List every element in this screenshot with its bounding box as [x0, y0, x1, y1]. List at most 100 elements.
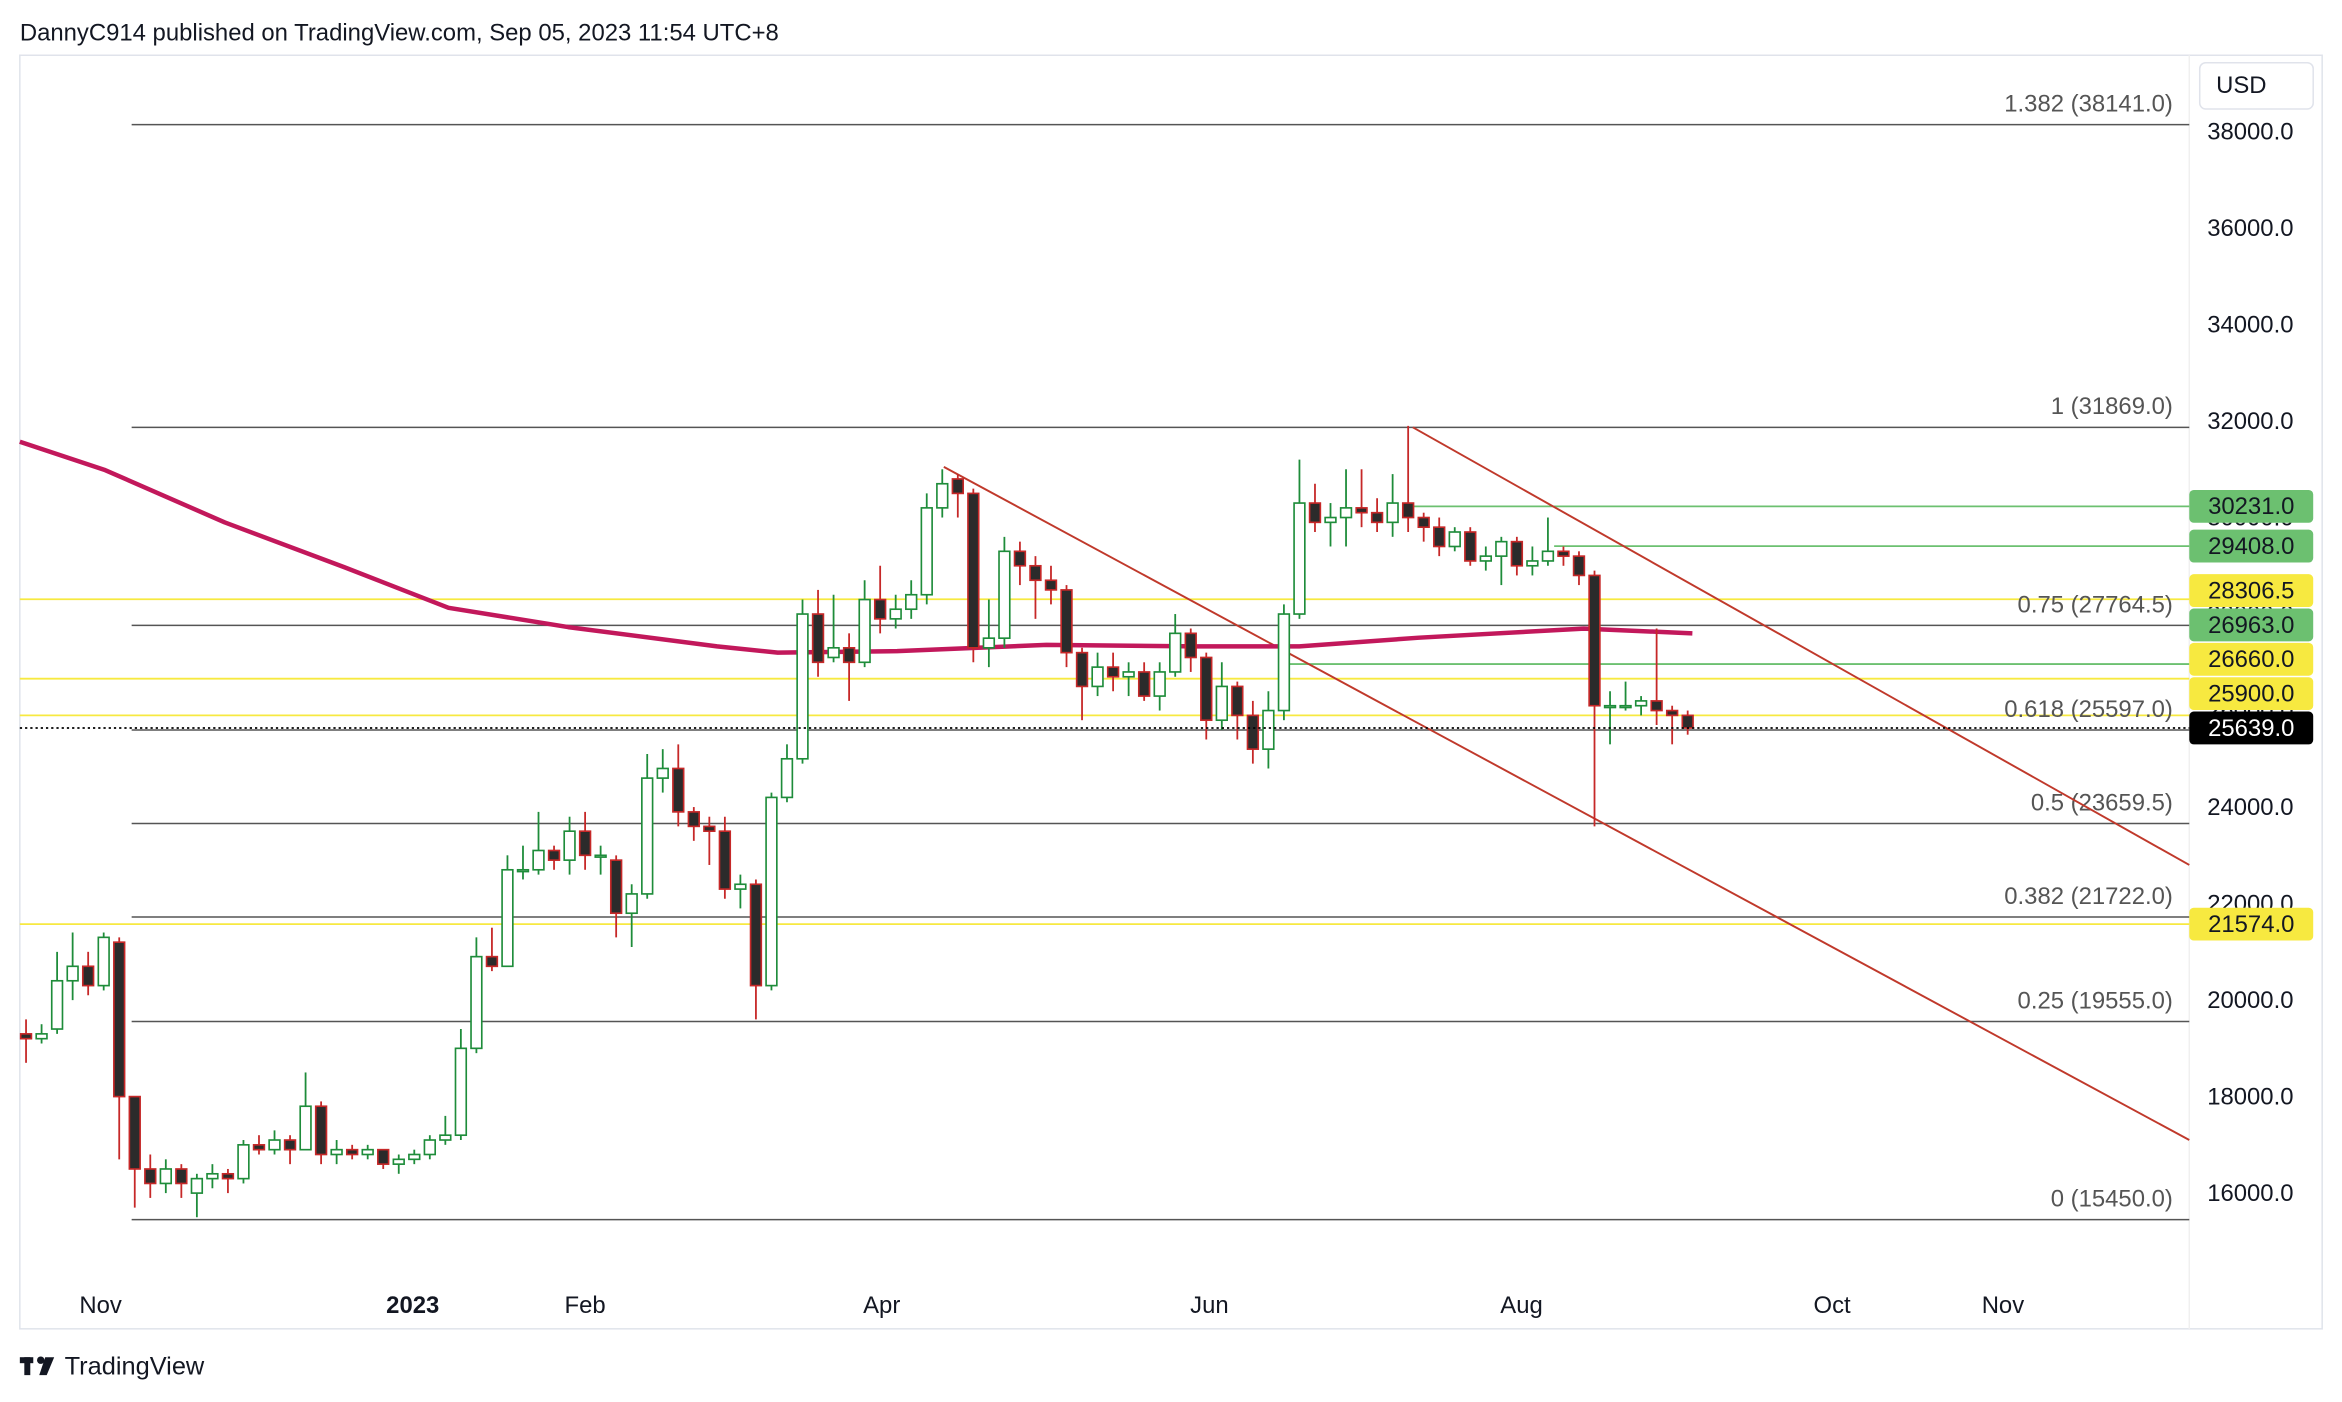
currency: USD	[2216, 72, 2266, 99]
candle-body	[97, 936, 110, 987]
candle-body	[1106, 666, 1120, 678]
candle-body	[1215, 685, 1229, 722]
candle-body	[361, 1148, 374, 1156]
x-tick-label: Apr	[863, 1292, 900, 1319]
candle-body	[439, 1134, 452, 1141]
fib-label: 0.5 (23659.5)	[2031, 789, 2173, 816]
candle-body	[873, 598, 887, 620]
candle-body	[190, 1177, 204, 1194]
candle-body	[1495, 540, 1508, 557]
y-tick-label: 18000.0	[2207, 1083, 2293, 1110]
candle-body	[1510, 540, 1524, 567]
price-box-label: 30231.0	[2208, 493, 2294, 520]
candle-body	[1293, 502, 1306, 615]
price-box	[2189, 529, 2314, 563]
y-tick-label: 16000.0	[2207, 1180, 2293, 1207]
logo-dot	[37, 1356, 45, 1364]
price-box-label: 26963.0	[2208, 612, 2294, 639]
candle-body	[252, 1144, 266, 1151]
candle-body	[1184, 632, 1197, 659]
trend-line	[943, 466, 2190, 1141]
candle-body	[470, 955, 483, 1050]
candle-body	[594, 854, 607, 858]
candle-body	[175, 1168, 188, 1185]
candle-body	[749, 883, 763, 987]
price-box	[2189, 677, 2314, 711]
candle-body	[1619, 704, 1632, 709]
x-tick-label: 2023	[386, 1292, 439, 1319]
price-box	[2189, 907, 2314, 941]
candle-body	[1588, 574, 1601, 707]
candle-body	[967, 492, 980, 649]
candle-body	[1075, 651, 1089, 688]
price-box-label: 28306.5	[2208, 577, 2294, 604]
fib-label: 0 (15450.0)	[2051, 1186, 2173, 1213]
y-tick-label: 38000.0	[2207, 118, 2293, 145]
candle-body	[920, 507, 933, 596]
price-box-label: 21574.0	[2208, 911, 2294, 938]
candle-body	[1308, 502, 1322, 524]
x-tick-label: Jun	[1190, 1292, 1229, 1319]
candle-body	[687, 811, 701, 828]
candle-body	[1464, 531, 1477, 562]
candle-body	[516, 868, 530, 873]
candle-body	[314, 1105, 328, 1156]
candle-body	[1665, 709, 1679, 717]
candle-body	[718, 830, 732, 890]
y-tick-label: 34000.0	[2207, 311, 2293, 338]
candle-body	[625, 893, 638, 915]
x-tick-label: Feb	[565, 1292, 606, 1319]
candle-body	[1386, 502, 1399, 524]
candle-body	[221, 1172, 235, 1180]
candle-body	[1122, 671, 1135, 678]
trend-line	[1412, 426, 2190, 866]
candle-body	[345, 1148, 359, 1156]
candle-body	[113, 941, 126, 1098]
candle-body	[237, 1144, 250, 1180]
candle-body	[501, 868, 514, 968]
candle-body	[1355, 507, 1368, 514]
y-tick-label: 36000.0	[2207, 215, 2293, 242]
price-box	[2189, 711, 2314, 745]
candle-body	[609, 859, 623, 915]
candle-body	[423, 1139, 437, 1156]
candle-body	[563, 830, 576, 861]
x-tick-label: Nov	[1982, 1292, 2025, 1319]
candle-body	[1137, 671, 1151, 697]
moving-average	[19, 439, 1693, 655]
header: DannyC914 published on TradingView.com, …	[20, 20, 779, 47]
candle-body	[1246, 714, 1260, 750]
price-box	[2189, 574, 2314, 608]
x-tick-label: Nov	[79, 1292, 122, 1319]
price-box-label: 25639.0	[2208, 715, 2294, 742]
candle-body	[703, 825, 716, 833]
y-tick-label: 24000.0	[2207, 794, 2293, 821]
candle-body	[485, 955, 499, 968]
candle-body	[1044, 579, 1058, 591]
fib-label: 0.25 (19555.0)	[2018, 987, 2173, 1014]
footer-logo: TradingView	[19, 1352, 205, 1380]
candle-body	[66, 965, 79, 982]
candle-body	[1634, 700, 1648, 707]
price-box-label: 26660.0	[2208, 646, 2294, 673]
candle-body	[1526, 560, 1539, 567]
candle-body	[905, 593, 918, 611]
frame	[19, 54, 2323, 1330]
candle-body	[982, 637, 996, 649]
candle-body	[1339, 507, 1353, 519]
candle-body	[1448, 531, 1461, 548]
candle-body	[1262, 709, 1275, 750]
candle-body	[1681, 714, 1694, 729]
candle-body	[1603, 704, 1617, 709]
candle-body	[780, 757, 794, 799]
candle-body	[159, 1168, 173, 1185]
candle-body	[889, 608, 902, 620]
footer-brand: TradingView	[65, 1352, 205, 1380]
candle-body	[50, 979, 64, 1030]
candle-body	[1541, 550, 1555, 562]
candle-body	[1153, 671, 1166, 697]
candle-body	[827, 646, 840, 659]
x-tick-label: Oct	[1814, 1292, 1852, 1319]
candle-body	[796, 613, 809, 760]
